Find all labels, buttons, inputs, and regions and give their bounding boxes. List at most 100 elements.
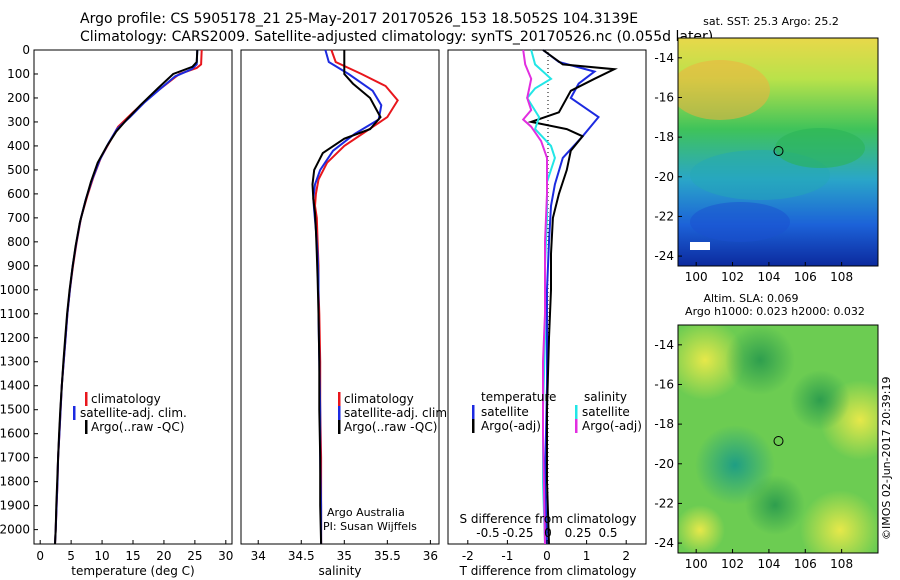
legend-t-satellite: satellite (481, 405, 529, 419)
y-tick-label: 1400 (0, 379, 30, 393)
map-x-tick-label: 108 (830, 270, 853, 284)
legend-swatch-satellite (73, 406, 76, 420)
salinity-panel: 34 34.5 35 35.5 36 salinity climatology sate… (240, 49, 451, 578)
y-tick-label: 0 (22, 43, 30, 57)
legend-swatch-satellite (338, 406, 341, 420)
difference-panel: -2 -1 0 1 2 -0.5 -0.25 0 0.25 0.5 S difference f… (447, 49, 647, 578)
s-tick-label: -0.5 (476, 526, 499, 540)
y-tick-label: 1000 (0, 283, 30, 297)
map-y-tick-label: -14 (654, 51, 674, 65)
map-x-tick-label: 100 (685, 270, 708, 284)
map-y-tick-label: -24 (654, 536, 674, 550)
y-tick-label: 300 (7, 115, 30, 129)
map-y-tick-label: -22 (654, 209, 674, 223)
x-tick-label: 20 (156, 549, 171, 563)
legend-argo: Argo(..raw -QC) (91, 420, 184, 434)
series-line-0 (542, 49, 600, 545)
y-tick-label: 1800 (0, 475, 30, 489)
map-y-tick-label: -16 (654, 90, 674, 104)
x-tick-label: -2 (462, 549, 474, 563)
map-x-tick-label: 102 (721, 270, 744, 284)
sla-map-subtitle: Argo h1000: 0.023 h2000: 0.032 (685, 305, 865, 318)
legend-s-satellite: satellite (582, 405, 630, 419)
map-y-tick-label: -20 (654, 170, 674, 184)
y-tick-label: 2000 (0, 523, 30, 537)
legend-swatch-s-satellite (575, 405, 578, 419)
climatology-title: Climatology: CARS2009. Satellite-adjuste… (80, 29, 714, 45)
map-y-tick-label: -18 (654, 130, 674, 144)
y-tick-label: 500 (7, 163, 30, 177)
x-tick-label: -1 (501, 549, 513, 563)
y-tick-label: 1100 (0, 307, 30, 321)
x-tick-label: 34.5 (288, 549, 315, 563)
x-tick-label: 36 (423, 549, 438, 563)
legend-swatch-s-argo (575, 419, 578, 433)
salinity-legend: climatology satellite-adj. clim. Argo(..… (338, 392, 451, 434)
x-tick-label: 0 (36, 549, 44, 563)
legend-t-argo: Argo(-adj) (481, 419, 541, 433)
sst-map: sat. SST: 25.3 Argo: 25.2 100 102 104 106 10… (654, 15, 879, 284)
x-tick-label: 1 (583, 549, 591, 563)
y-tick-label: 1500 (0, 403, 30, 417)
legend-satellite: satellite-adj. clim. (344, 406, 451, 420)
y-tick-label: 800 (7, 235, 30, 249)
legend-swatch-climatology (338, 392, 341, 406)
t-diff-axis-label: T difference from climatology (459, 564, 637, 578)
y-tick-label: 1900 (0, 499, 30, 513)
y-tick-label: 200 (7, 91, 30, 105)
x-tick-label: 5 (67, 549, 75, 563)
y-tick-label: 900 (7, 259, 30, 273)
x-tick-label: 15 (125, 549, 140, 563)
argo-credit-line2: PI: Susan Wijffels (323, 520, 417, 533)
legend-swatch-argo (338, 420, 341, 434)
land-mask (690, 242, 710, 250)
legend-argo: Argo(..raw -QC) (344, 420, 437, 434)
series-line-2 (311, 50, 382, 545)
legend-salinity-title: salinity (584, 390, 627, 404)
x-tick-label: 35.5 (374, 549, 401, 563)
timestamp-label: ©IMOS 02-Jun-2017 20:39:19 (880, 376, 893, 540)
map-y-tick-label: -14 (654, 338, 674, 352)
s-tick-label: 0.5 (598, 526, 617, 540)
y-tick-label: 1600 (0, 427, 30, 441)
x-tick-label: 35 (337, 549, 352, 563)
map-x-tick-label: 106 (794, 557, 817, 571)
s-diff-axis-label: S difference from climatology (460, 512, 637, 526)
map-y-tick-label: -22 (654, 496, 674, 510)
y-tick-label: 700 (7, 211, 30, 225)
legend-satellite: satellite-adj. clim. (80, 406, 187, 420)
argo-position-marker (773, 436, 784, 446)
legend-swatch-argo (85, 420, 88, 434)
series-line-1 (527, 49, 618, 545)
y-tick-label: 100 (7, 67, 30, 81)
map-y-tick-label: -18 (654, 417, 674, 431)
y-tick-label: 600 (7, 187, 30, 201)
temperature-legend: climatology satellite-adj. clim. Argo(..… (73, 392, 187, 434)
sla-map-title: Altim. SLA: 0.069 (703, 292, 798, 305)
y-tick-label: 1700 (0, 451, 30, 465)
s-tick-label: 0 (544, 526, 552, 540)
x-tick-label: 0 (543, 549, 551, 563)
x-tick-label: 2 (622, 549, 630, 563)
map-x-tick-label: 106 (794, 270, 817, 284)
map-x-tick-label: 100 (685, 557, 708, 571)
argo-position-marker (773, 146, 784, 156)
y-tick-label: 400 (7, 139, 30, 153)
legend-swatch-t-argo (472, 419, 475, 433)
difference-legend: temperature salinity satellite Argo(-adj… (472, 390, 642, 433)
legend-swatch-climatology (85, 392, 88, 406)
legend-climatology: climatology (344, 392, 414, 406)
series-line-3 (521, 49, 548, 545)
map-y-tick-label: -16 (654, 377, 674, 391)
temperature-panel: 0100200300400500600700800900100011001200… (0, 43, 233, 578)
s-tick-label: -0.25 (502, 526, 533, 540)
sst-map-title: sat. SST: 25.3 Argo: 25.2 (703, 15, 839, 28)
legend-swatch-t-satellite (472, 405, 475, 419)
map-y-tick-label: -24 (654, 249, 674, 263)
s-tick-label: 0.25 (565, 526, 592, 540)
map-x-tick-label: 108 (830, 557, 853, 571)
map-y-tick-label: -20 (654, 457, 674, 471)
x-tick-label: 30 (218, 549, 233, 563)
legend-temperature-title: temperature (481, 390, 556, 404)
